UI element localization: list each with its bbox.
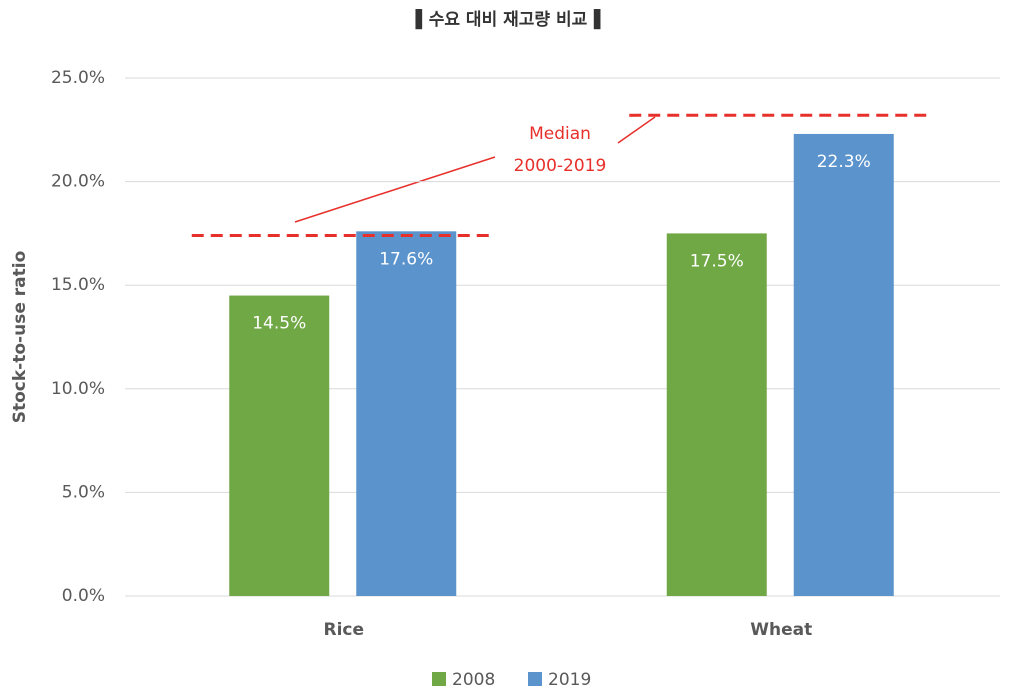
y-tick-label: 20.0% [51,172,105,192]
data-label: 22.3% [817,152,871,172]
x-tick-label: Rice [323,620,364,640]
y-tick-label: 25.0% [51,68,105,88]
bar [229,295,330,596]
bar [666,233,767,596]
y-axis-label: Stock-to-use ratio [10,251,30,424]
y-tick-label: 5.0% [62,482,105,502]
legend-swatch [432,672,446,686]
x-tick-label: Wheat [750,620,812,640]
bar [356,231,457,596]
y-tick-label: 10.0% [51,379,105,399]
leader-line [617,116,656,144]
legend-label: 2008 [452,670,495,690]
annotation: 2000-2019 [514,156,607,176]
y-tick-label: 15.0% [51,275,105,295]
leader-line [294,156,496,223]
data-label: 17.5% [690,251,744,271]
data-label: 14.5% [252,314,306,334]
chart-title: ▌수요 대비 재고량 비교▐ [415,9,602,30]
legend-label: 2019 [548,670,591,690]
data-label: 17.6% [379,249,433,269]
y-tick-label: 0.0% [62,586,105,606]
annotation: Median [529,124,591,144]
legend-swatch [528,672,542,686]
bar [793,133,894,596]
